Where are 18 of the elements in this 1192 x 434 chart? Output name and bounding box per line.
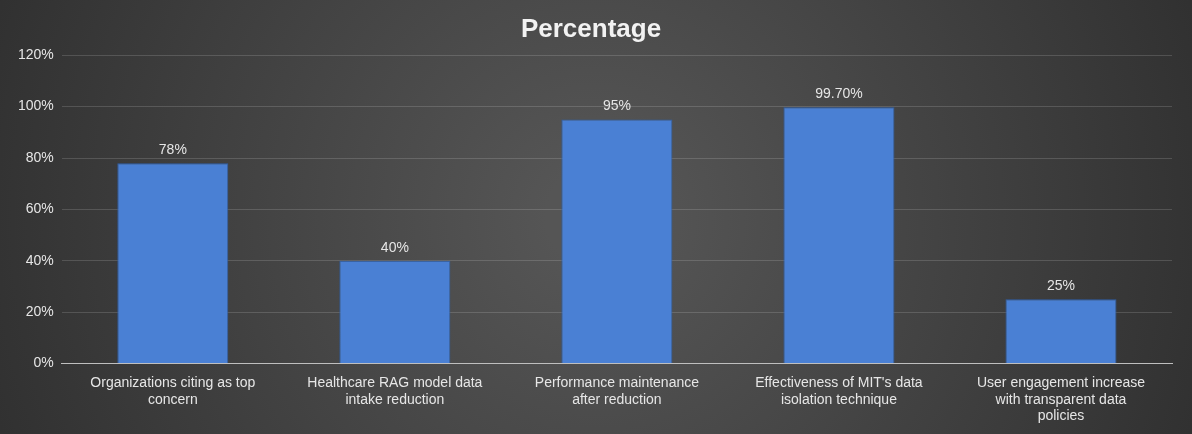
y-tick-label: 40% bbox=[25, 251, 54, 268]
y-tick-label: 100% bbox=[17, 97, 54, 114]
y-tick-label: 0% bbox=[33, 354, 54, 371]
x-tick-label: User engagement increase with transparent data policies bbox=[976, 373, 1146, 424]
data-label: 99.70% bbox=[815, 85, 863, 102]
data-label: 40% bbox=[380, 238, 409, 255]
x-tick-label: Performance maintenance after reduction bbox=[534, 373, 700, 407]
y-tick-label: 20% bbox=[25, 303, 54, 320]
y-tick-label: 120% bbox=[17, 46, 54, 63]
y-tick-label: 60% bbox=[25, 200, 54, 217]
data-label: 78% bbox=[158, 141, 187, 157]
y-tick-label: 80% bbox=[25, 148, 54, 165]
data-label: 95% bbox=[602, 97, 631, 114]
x-tick-label: Effectiveness of MIT's data isolation technique bbox=[755, 373, 923, 407]
x-tick-label: Organizations citing as top concern bbox=[90, 373, 256, 407]
chart-title: Percentage bbox=[520, 12, 662, 43]
data-label: 25% bbox=[1046, 277, 1075, 294]
x-tick-label: Healthcare RAG model data intake reduction bbox=[307, 373, 483, 407]
